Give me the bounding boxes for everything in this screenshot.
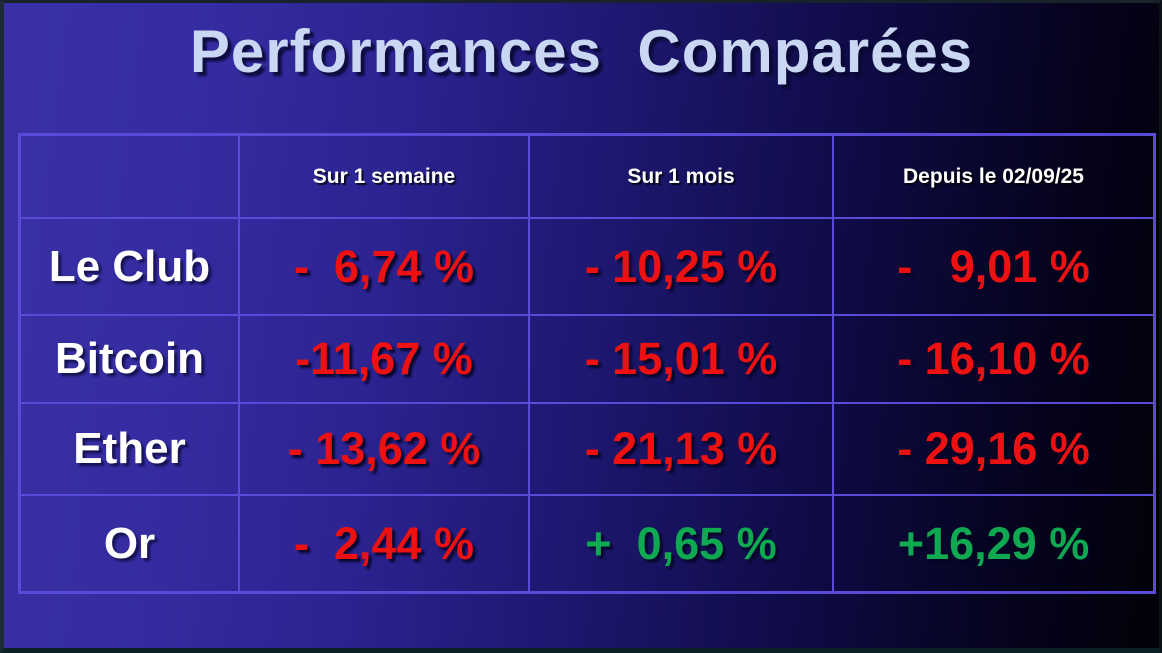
value-bitcoin-since: - 16,10 % [834, 316, 1153, 404]
value-or-week: - 2,44 % [240, 496, 530, 591]
header-cell-since-date: Depuis le 02/09/25 [834, 136, 1153, 219]
value-bitcoin-week: -11,67 % [240, 316, 530, 404]
value-or-month: + 0,65 % [530, 496, 834, 591]
row-label-le-club: Le Club [21, 219, 240, 316]
value-or-since: +16,29 % [897, 517, 1090, 569]
value-bitcoin-month: - 15,01 % [530, 316, 834, 404]
row-label-ether: Ether [21, 404, 240, 496]
value-le-club-week: - 6,74 % [240, 219, 530, 316]
page-title: Performances Comparées [189, 18, 974, 85]
value-ether-week: - 13,62 % [240, 404, 530, 496]
row-label-bitcoin: Bitcoin [21, 316, 240, 404]
row-label-or: Or [21, 496, 240, 591]
header-cell-empty [21, 136, 240, 219]
value-le-club-since: - 9,01 % [834, 219, 1153, 316]
value-ether-since: - 29,16 % [834, 404, 1153, 496]
performance-table: Sur 1 semaine Sur 1 mois Depuis le 02/09… [18, 133, 1156, 594]
value-ether-month: - 21,13 % [530, 404, 834, 496]
header-cell-week: Sur 1 semaine [240, 136, 530, 219]
value-le-club-month: - 10,25 % [530, 219, 834, 316]
header-cell-month: Sur 1 mois [530, 136, 834, 219]
